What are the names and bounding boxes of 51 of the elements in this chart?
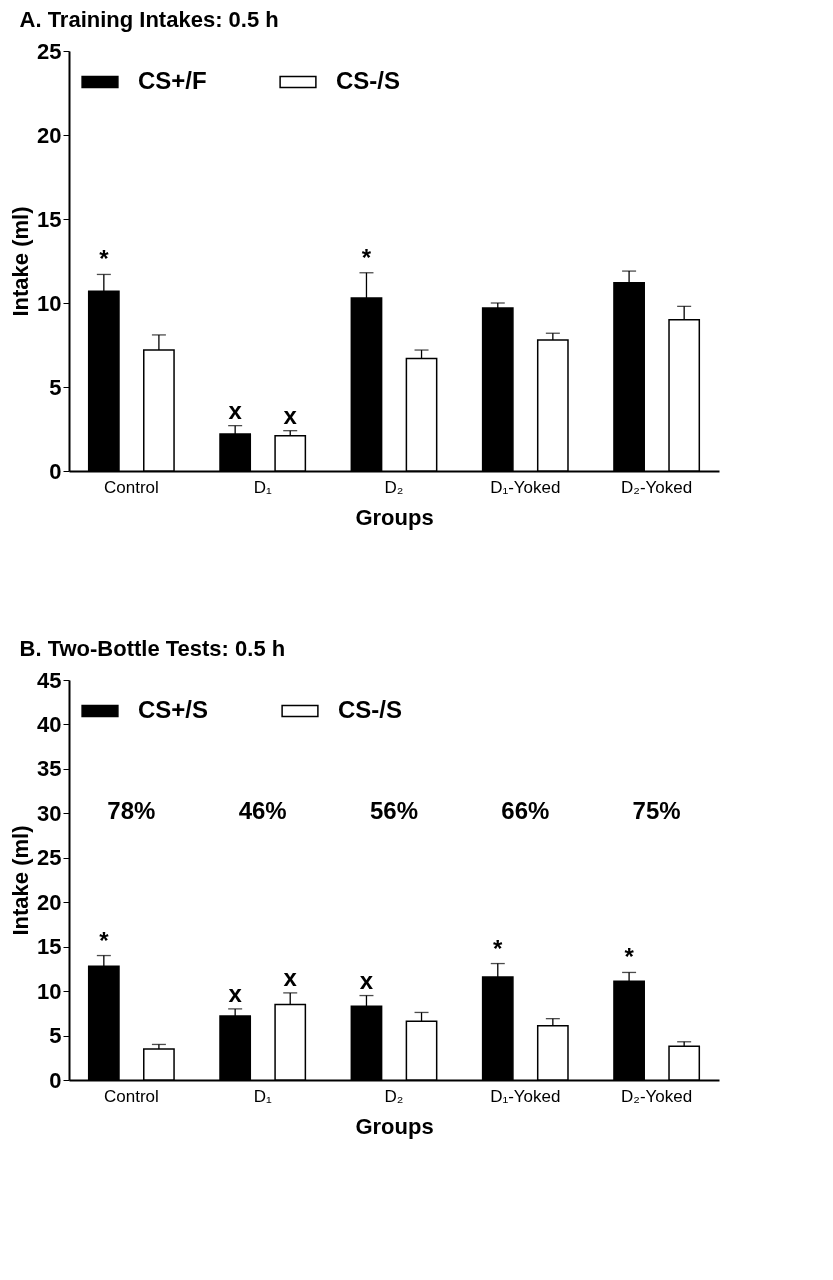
y-tick-label: 35 xyxy=(37,756,62,782)
x-tick-label: D₁-Yoked xyxy=(490,1086,561,1106)
y-tick-label: 10 xyxy=(37,978,62,1004)
legend-label: CS-/S xyxy=(338,696,403,723)
y-tick-label: 0 xyxy=(49,1067,62,1093)
y-tick-label: 0 xyxy=(49,458,62,484)
chart-title: A. Training Intakes: 0.5 h xyxy=(19,7,279,32)
legend-label: CS+/S xyxy=(138,696,209,723)
chart-title: B. Two-Bottle Tests: 0.5 h xyxy=(19,636,286,661)
legend-label: CS+/F xyxy=(138,67,207,94)
data-label: * xyxy=(493,934,504,962)
y-tick-label: 30 xyxy=(37,800,62,826)
data-label: x xyxy=(359,966,374,994)
annotation: 78% xyxy=(107,797,156,824)
x-tick-label: D₂ xyxy=(384,477,404,497)
annotation: 46% xyxy=(238,797,287,824)
annotation: 66% xyxy=(501,797,550,824)
y-tick-label: 45 xyxy=(37,667,62,693)
data-label: * xyxy=(624,943,635,971)
x-axis-title: Groups xyxy=(355,1113,434,1139)
y-tick-label: 15 xyxy=(37,934,62,960)
y-axis-title: Intake (ml) xyxy=(8,825,34,936)
y-tick-label: 25 xyxy=(37,38,62,64)
x-tick-label: Control xyxy=(103,477,159,497)
data-label: x xyxy=(283,401,298,429)
data-label: * xyxy=(361,243,372,271)
x-tick-label: D₁-Yoked xyxy=(490,477,561,497)
y-axis-title: Intake (ml) xyxy=(8,206,34,317)
data-label: x xyxy=(228,979,243,1007)
x-tick-label: Control xyxy=(103,1086,159,1106)
y-tick-label: 10 xyxy=(37,290,62,316)
y-tick-label: 25 xyxy=(37,845,62,871)
annotation: 56% xyxy=(369,797,419,824)
y-tick-label: 5 xyxy=(49,1023,62,1049)
data-label: x xyxy=(228,396,243,424)
data-label: * xyxy=(99,245,110,273)
y-tick-label: 20 xyxy=(37,889,62,915)
x-tick-label: D₂-Yoked xyxy=(621,1086,693,1106)
x-tick-label: D₁ xyxy=(253,477,272,497)
x-tick-label: D₂-Yoked xyxy=(621,477,693,497)
data-label: * xyxy=(99,926,110,954)
annotation: 75% xyxy=(632,797,681,824)
data-label: x xyxy=(283,963,298,991)
y-tick-label: 40 xyxy=(37,711,62,737)
x-tick-label: D₁ xyxy=(253,1086,272,1106)
legend-label: CS-/S xyxy=(336,67,401,94)
x-tick-label: D₂ xyxy=(384,1086,404,1106)
y-tick-label: 20 xyxy=(37,122,62,148)
y-tick-label: 15 xyxy=(37,206,62,232)
x-axis-title: Groups xyxy=(355,504,434,530)
y-tick-label: 5 xyxy=(49,374,62,400)
